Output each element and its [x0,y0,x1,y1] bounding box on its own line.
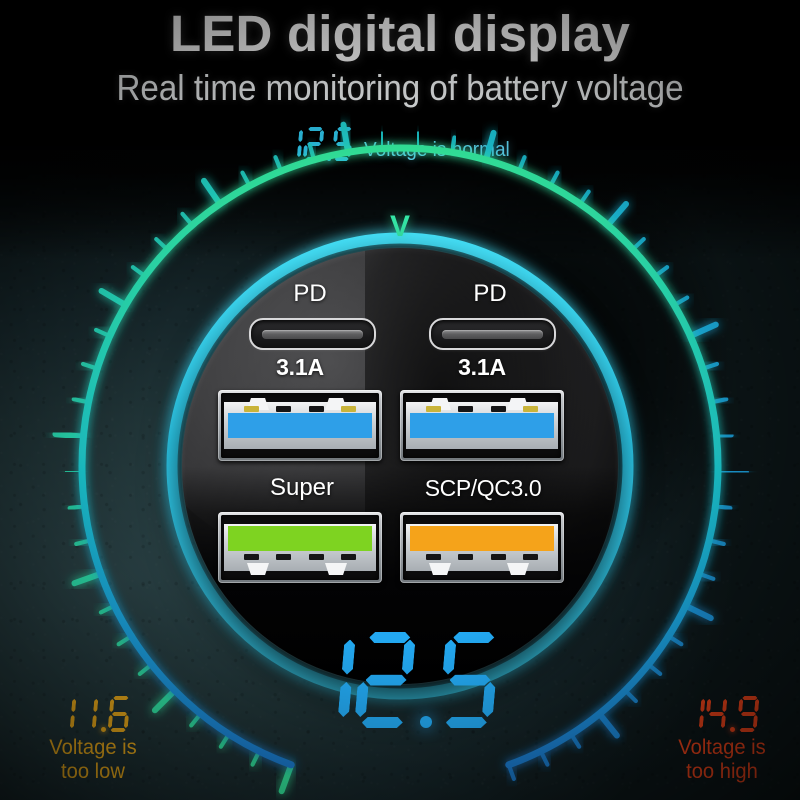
gauge-minor-tick [673,295,690,307]
gauge-minor-tick [570,733,582,749]
gauge-minor-tick [698,572,716,581]
gauge-minor-tick [415,131,421,149]
gauge-minor-tick [74,538,91,547]
gauge-minor-tick [250,750,261,767]
usb-c-port-right[interactable] [429,318,556,350]
usb-a-cavity-orange [403,515,561,580]
gauge-minor-tick [507,764,516,782]
port-label-super: Super [269,474,335,501]
usb-a-clip-green-2 [325,563,347,575]
gauge-minor-tick [80,361,98,371]
threshold-low: Voltage is too low [18,696,168,783]
gauge-major-tick [340,121,351,154]
gauge-minor-tick [709,538,726,547]
usb-a-contacts-blue-right [403,405,561,412]
gauge-minor-tick [711,397,729,404]
threshold-low-caption-1: Voltage is [49,736,137,759]
gauge-major-tick [689,321,719,339]
usb-c-tongue-left [262,329,363,339]
gauge-minor-tick [273,155,283,172]
gauge-unit-marker: V [389,210,410,243]
threshold-high: Voltage is too high [650,696,794,783]
gauge-minor-tick [240,170,251,187]
gauge-major-tick [71,571,102,587]
gauge-minor-tick [715,504,733,511]
gauge-minor-tick [668,635,684,647]
usb-a-cavity-blue-left [221,393,379,458]
port-label-pd-right: PD [473,280,507,307]
gauge-minor-tick [307,143,316,161]
gauge-minor-tick [624,689,638,704]
gauge-minor-tick [98,604,115,615]
gauge-minor-tick [654,265,670,278]
gauge-minor-tick [218,733,230,749]
usb-a-clip-orange-1 [429,563,451,575]
gauge-minor-tick [539,750,550,767]
gauge-minor-tick [647,663,663,676]
usb-c-port-left[interactable] [249,318,376,350]
threshold-high-caption-2: too high [686,759,758,783]
usb-a-clip-orange-2 [507,563,529,575]
gauge-major-tick [483,129,497,161]
threshold-low-value [18,696,168,732]
threshold-low-caption-2: too low [61,759,125,783]
usb-a-tongue-blue-right [410,413,554,438]
gauge-minor-tick [702,361,720,371]
gauge-minor-tick [716,433,734,439]
gauge-major-tick [200,177,222,206]
gauge-minor-tick [71,397,89,404]
main-voltage-display [182,618,618,728]
usb-a-tongue-blue-left [228,413,372,438]
usb-a-contacts-orange [403,553,561,560]
usb-a-port-green[interactable] [218,512,382,583]
usb-c-tongue-right [442,329,543,339]
gauge-minor-tick [116,635,132,647]
threshold-high-value [650,696,794,732]
usb-a-tongue-green [228,526,372,551]
gauge-minor-tick [517,155,527,172]
gauge-minor-tick [549,170,560,187]
port-label-31a-left: 3.1A [276,354,324,380]
gauge-minor-tick [579,189,591,205]
port-label-pd-left: PD [293,280,327,307]
gauge-minor-tick [137,663,153,676]
port-label-31a-right: 3.1A [458,354,506,380]
gauge-minor-tick [93,327,111,338]
gauge-minor-tick [130,265,146,278]
gauge-minor-tick [450,135,457,153]
gauge-major-tick [278,763,294,795]
port-label-scp-qc: SCP/QC3.0 [424,475,542,501]
usb-a-tongue-orange [410,526,554,551]
usb-a-clip-green-1 [247,563,269,575]
usb-a-port-orange[interactable] [400,512,564,583]
threshold-high-caption-1: Voltage is [678,736,766,759]
gauge-minor-tick [379,131,385,149]
usb-a-cavity-blue-right [403,393,561,458]
usb-a-cavity-green [221,515,379,580]
usb-a-contacts-green [221,553,379,560]
gauge-major-tick [52,431,85,440]
usb-a-contacts-blue-left [221,405,379,412]
usb-a-port-blue-right[interactable] [400,390,564,461]
gauge-major-tick [684,603,714,622]
usb-a-port-blue-left[interactable] [218,390,382,461]
gauge-major-tick [98,287,127,308]
gauge-minor-tick [67,504,85,511]
